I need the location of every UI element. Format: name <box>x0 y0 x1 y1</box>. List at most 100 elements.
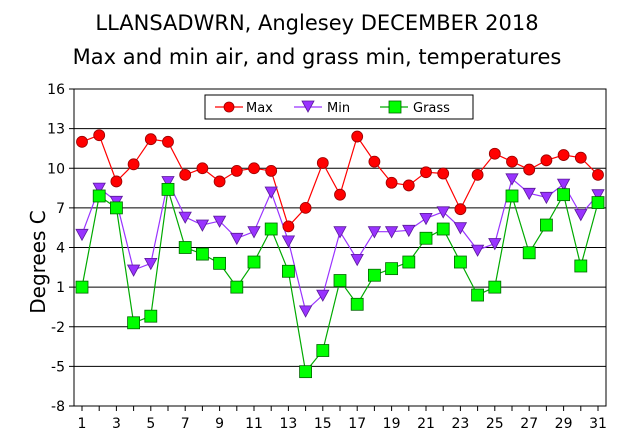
min-point <box>574 209 588 222</box>
min-point <box>505 173 519 186</box>
x-tick-label: 25 <box>486 416 504 432</box>
min-point <box>316 289 330 302</box>
x-tick-label: 15 <box>314 416 332 432</box>
x-tick-label: 13 <box>279 416 297 432</box>
min-point <box>419 212 433 226</box>
max-point <box>488 147 501 160</box>
y-tick-label: -2 <box>51 320 65 336</box>
grass-point <box>350 297 364 311</box>
min-point <box>591 189 605 202</box>
max-point <box>162 135 174 148</box>
grass-point <box>195 247 209 261</box>
grass-point <box>540 218 553 232</box>
grass-point <box>402 255 416 269</box>
y-tick-label: 16 <box>47 82 65 98</box>
min-point <box>453 222 468 235</box>
max-point <box>402 179 415 192</box>
min-point <box>333 226 347 239</box>
max-point <box>265 164 278 177</box>
grass-point <box>213 256 227 270</box>
y-tick-label: 10 <box>47 161 65 177</box>
max-point <box>334 188 346 201</box>
max-point <box>368 155 381 168</box>
min-point <box>247 226 261 239</box>
max-point <box>523 163 536 176</box>
min-point <box>488 238 502 251</box>
grass-point <box>436 222 450 236</box>
grass-point <box>161 182 175 196</box>
legend-max-label: Max <box>246 101 273 116</box>
x-tick-label: 5 <box>146 416 155 432</box>
max-point <box>454 203 467 216</box>
min-point <box>522 187 536 201</box>
max-point <box>385 176 398 189</box>
grass-point <box>247 255 261 269</box>
x-axis: 1 3 5 7 9 11 13 15 17 19 21 23 25 27 29 31 <box>78 406 607 432</box>
legend-grass-label: Grass <box>413 101 450 116</box>
min-point <box>195 219 210 232</box>
max-point <box>179 168 192 181</box>
max-point <box>110 175 123 188</box>
max-series-line <box>81 134 599 228</box>
grass-point <box>385 262 399 276</box>
max-point <box>574 151 587 164</box>
grass-point <box>281 264 295 278</box>
grass-point <box>453 255 467 269</box>
max-point <box>316 157 329 169</box>
x-tick-label: 27 <box>520 416 538 432</box>
y-tick-label: 4 <box>56 241 65 257</box>
y-tick-label: -8 <box>51 399 65 415</box>
max-point <box>420 166 432 179</box>
min-point <box>161 176 175 189</box>
grass-point <box>299 365 313 379</box>
min-point <box>367 226 382 239</box>
min-point <box>402 224 416 238</box>
legend: Max Min Grass <box>204 94 474 120</box>
grass-point <box>75 280 89 294</box>
x-tick-label: 29 <box>555 416 573 432</box>
grass-point <box>230 280 244 294</box>
chart-title: LLANSADWRN, Anglesey DECEMBER 2018 <box>95 11 539 35</box>
min-point <box>92 182 106 195</box>
grass-point <box>591 196 605 209</box>
max-point <box>248 162 260 175</box>
min-point <box>384 226 399 239</box>
chart-subtitle: Max and min air, and grass min, temperat… <box>72 45 562 69</box>
max-point <box>471 168 484 181</box>
y-axis-label: Degrees C <box>26 210 50 314</box>
series-group <box>75 129 605 379</box>
max-point <box>437 167 450 180</box>
grass-point <box>144 309 158 323</box>
min-point <box>230 232 244 246</box>
max-point <box>230 164 243 177</box>
y-tick-label: 1 <box>56 280 65 296</box>
grass-point <box>574 259 588 273</box>
min-point <box>281 235 296 248</box>
grass-point <box>522 246 536 260</box>
max-point <box>299 201 312 214</box>
min-point <box>75 228 89 242</box>
grass-point <box>92 189 106 203</box>
min-point <box>350 253 364 267</box>
min-point <box>539 191 554 205</box>
min-point <box>264 186 278 199</box>
min-point <box>144 257 158 271</box>
grass-point <box>110 201 123 215</box>
grass-point <box>488 280 502 294</box>
max-point <box>127 158 140 171</box>
x-tick-label: 31 <box>589 416 607 432</box>
x-tick-label: 1 <box>78 416 87 432</box>
max-point <box>540 154 553 167</box>
max-point <box>213 175 226 188</box>
grass-point <box>367 268 381 282</box>
x-tick-label: 7 <box>181 416 190 432</box>
legend-grass-marker <box>388 100 402 114</box>
grass-point <box>178 241 192 254</box>
min-point <box>556 178 571 191</box>
x-tick-label: 3 <box>112 416 121 432</box>
x-tick-label: 23 <box>451 416 469 432</box>
max-point <box>506 155 518 168</box>
max-point <box>557 149 570 161</box>
y-tick-label: 7 <box>56 201 65 217</box>
